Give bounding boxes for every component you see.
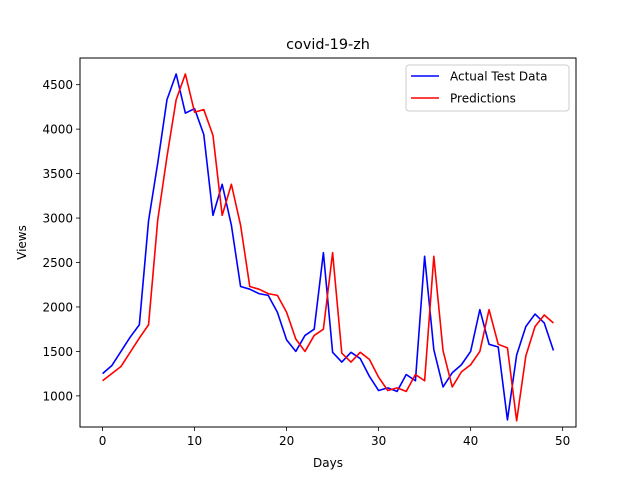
plot-frame <box>79 57 577 428</box>
legend-label-actual-test-data: Actual Test Data <box>450 70 548 84</box>
x-tick-label: 0 <box>99 434 107 448</box>
series-line-actual-test-data <box>102 73 555 421</box>
chart-title: covid-19-zh <box>286 37 370 53</box>
x-tick-label: 10 <box>187 434 202 448</box>
x-tick-label: 40 <box>463 434 478 448</box>
x-tick-label: 20 <box>279 434 294 448</box>
y-tick-label: 1500 <box>42 345 73 359</box>
legend: Actual Test Data Predictions <box>405 64 570 112</box>
y-tick-label: 3000 <box>42 212 73 226</box>
plot-area <box>80 58 576 427</box>
y-axis: 1000 1500 2000 2500 3000 3500 4000 4500 <box>42 78 80 403</box>
x-tick-label: 30 <box>371 434 386 448</box>
y-tick-label: 2000 <box>42 300 73 314</box>
y-axis-label: Views <box>15 225 29 260</box>
y-tick-label: 4500 <box>42 78 73 92</box>
series-layer <box>102 73 555 422</box>
x-axis: 0 10 20 30 40 50 <box>99 427 570 448</box>
y-tick-label: 3500 <box>42 167 73 181</box>
legend-box <box>405 64 570 112</box>
x-tick-label: 50 <box>555 434 570 448</box>
y-tick-label: 2500 <box>42 256 73 270</box>
series-line-predictions <box>102 73 554 422</box>
x-axis-label: Days <box>313 456 343 470</box>
legend-label-predictions: Predictions <box>450 92 516 106</box>
y-tick-label: 1000 <box>42 389 73 403</box>
y-tick-label: 4000 <box>42 123 73 137</box>
